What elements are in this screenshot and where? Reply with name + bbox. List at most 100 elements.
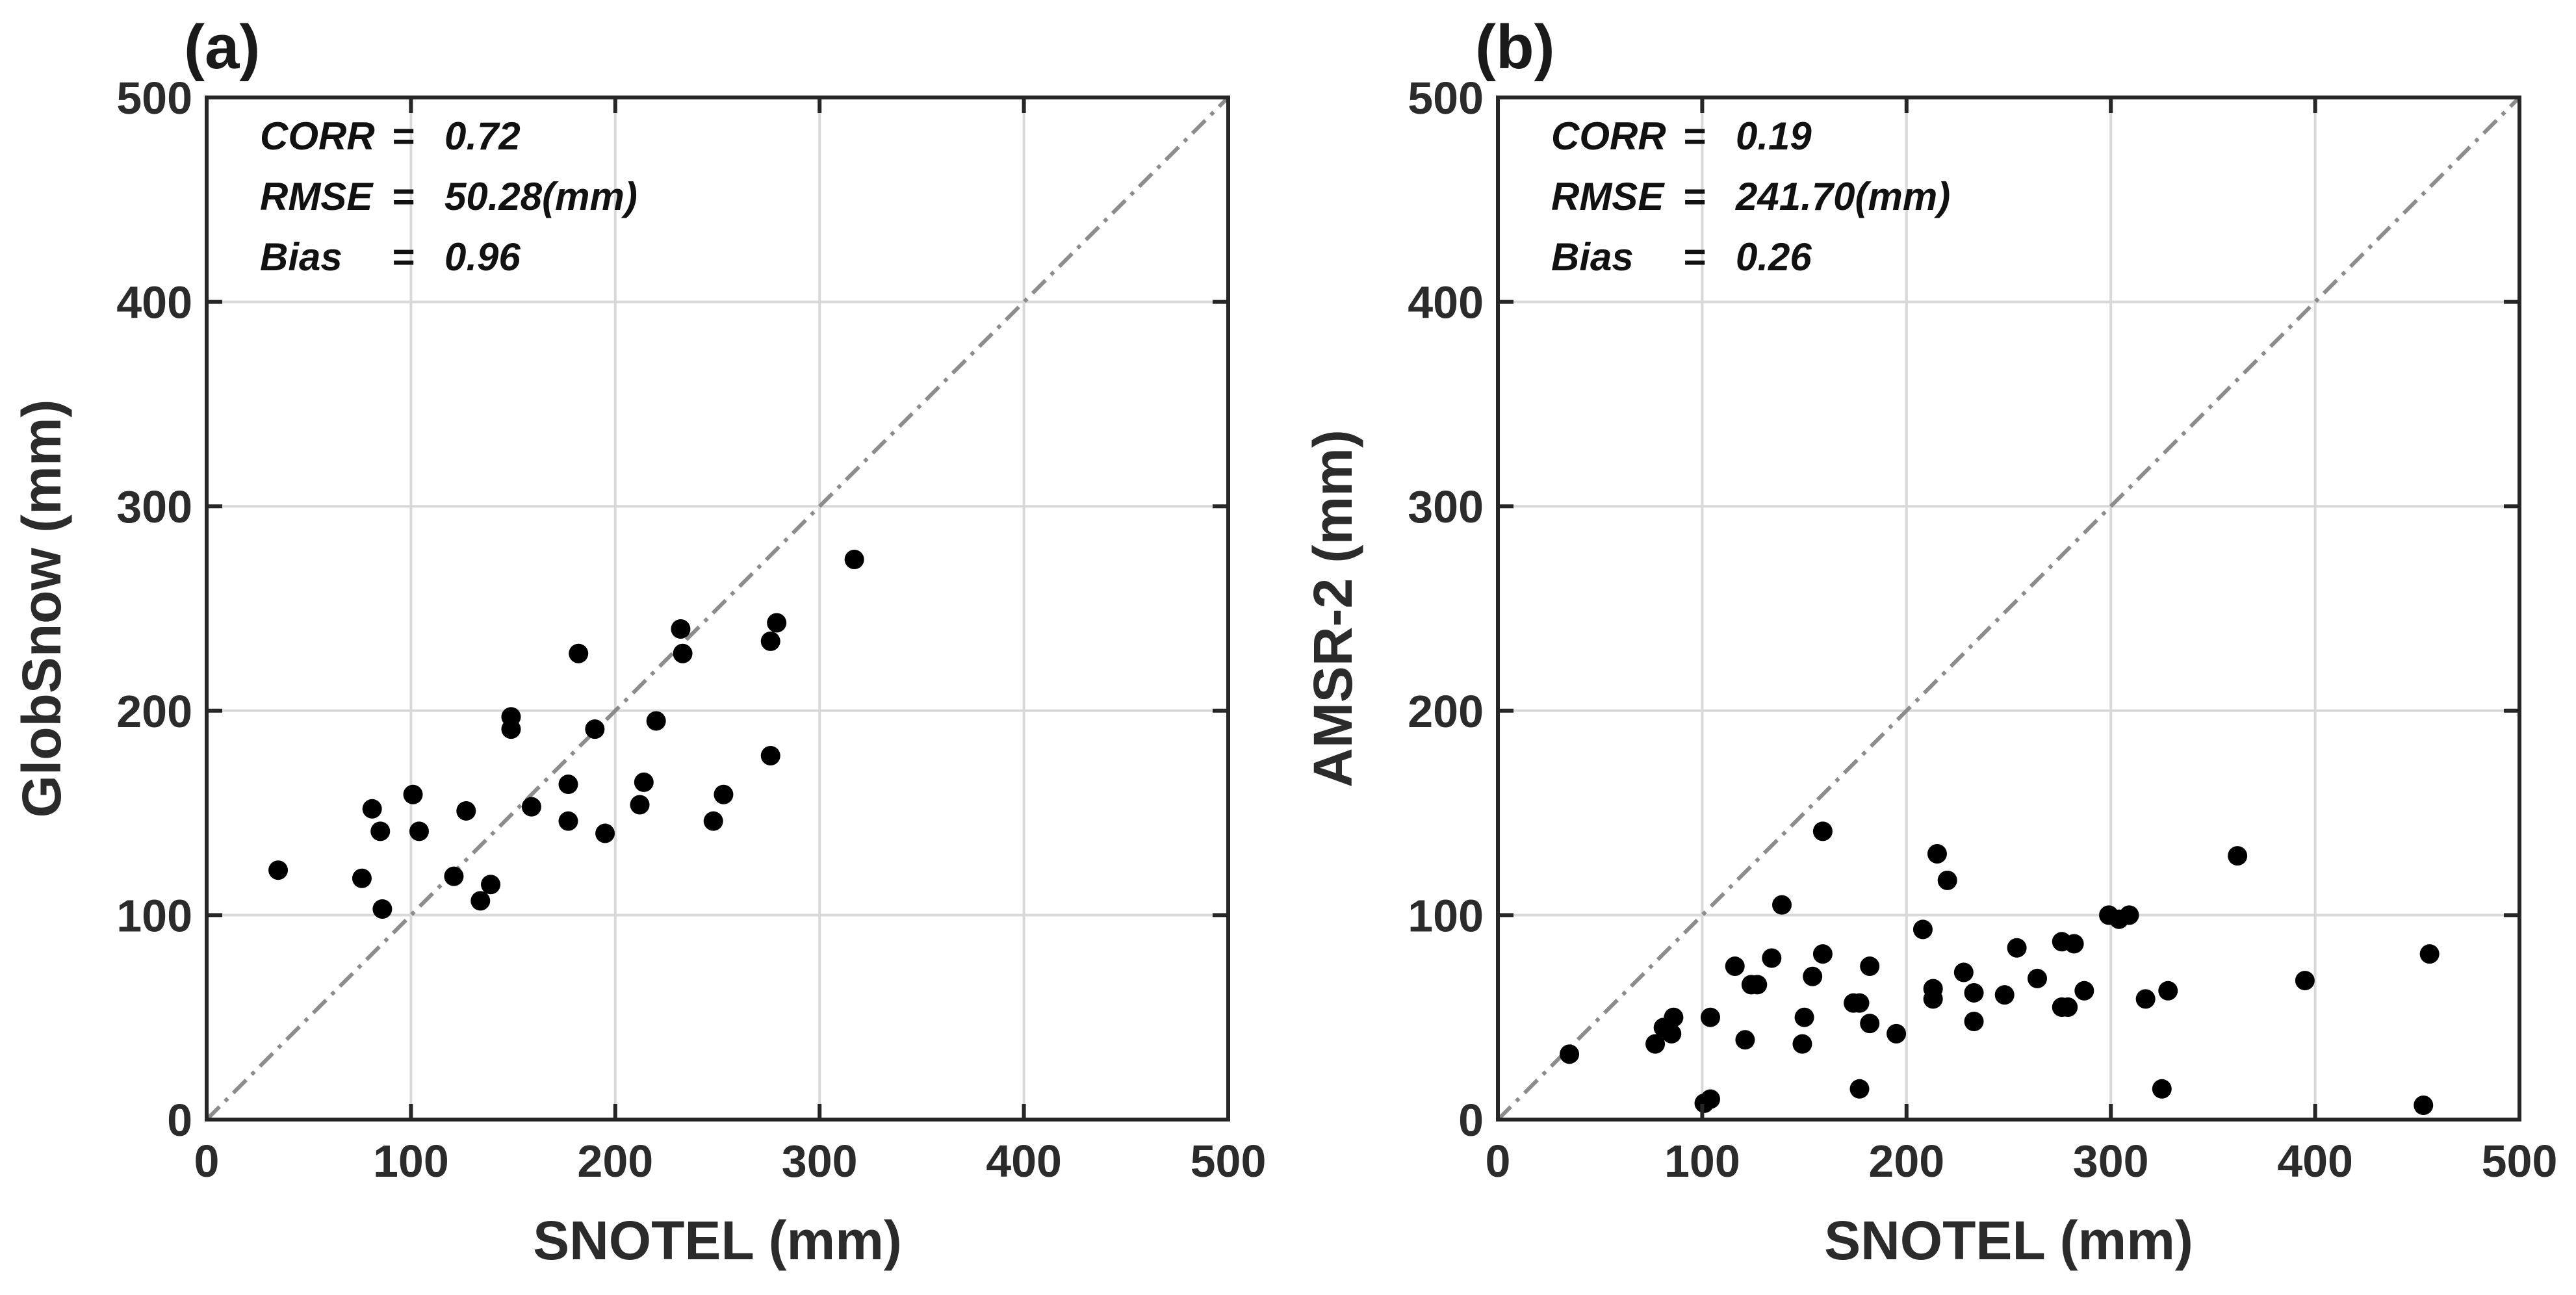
data-point [1994, 985, 2015, 1005]
x-axis-label: SNOTEL (mm) [1824, 1210, 2193, 1271]
data-point [2028, 968, 2048, 988]
data-point [1735, 1030, 1755, 1050]
data-point [767, 613, 787, 633]
data-point [2228, 846, 2248, 866]
data-point [1747, 975, 1768, 995]
data-point [671, 619, 691, 639]
y-tick-label: 400 [1408, 277, 1484, 328]
y-tick-label: 0 [1458, 1095, 1484, 1146]
data-point [1953, 962, 1974, 982]
data-point [1772, 895, 1792, 915]
x-tick-label: 0 [194, 1136, 220, 1186]
stat-equals: = [1682, 235, 1705, 279]
data-point [630, 795, 650, 815]
data-point [558, 775, 578, 795]
stat-label: CORR [260, 114, 375, 158]
data-point [456, 801, 476, 821]
data-point [1860, 956, 1880, 977]
data-point [585, 719, 605, 739]
panel-label: (b) [1475, 12, 1555, 82]
stat-label: CORR [1551, 114, 1666, 158]
data-point [521, 797, 541, 817]
stat-label: RMSE [1551, 175, 1665, 218]
data-point [1794, 1007, 1814, 1027]
data-point [1964, 982, 1984, 1003]
x-tick-label: 100 [1664, 1136, 1740, 1186]
data-point [1913, 919, 1933, 940]
data-point [2064, 934, 2084, 954]
y-axis-label: AMSR-2 (mm) [1302, 430, 1363, 788]
data-point [1762, 948, 1782, 968]
data-point [2058, 997, 2078, 1017]
data-point [2119, 905, 2139, 925]
panel-a-scatter-plot: 0 100 200 300 400 500 0 100 200 300 400 500 SNOTEL (… [11, 12, 1266, 1271]
plot-frame [1496, 96, 2521, 1122]
data-point [2152, 1079, 2172, 1099]
data-point [1927, 844, 1947, 864]
x-tick-label: 400 [2277, 1136, 2353, 1186]
data-point [1849, 1079, 1870, 1099]
y-tick-label: 400 [116, 277, 192, 328]
x-axis-label: SNOTEL (mm) [533, 1210, 902, 1271]
stat-equals: = [391, 235, 414, 279]
x-tick-label: 300 [782, 1136, 858, 1186]
stat-equals: = [391, 114, 414, 158]
data-point [2007, 938, 2027, 958]
data-point [352, 868, 372, 888]
plot-frame [205, 96, 1230, 1122]
data-point [1700, 1089, 1720, 1109]
panel-b-scatter-plot: 0 100 200 300 400 500 0 100 200 300 400 500 SNOTEL (… [1302, 12, 2557, 1271]
data-point [760, 746, 780, 766]
stat-value: 241.70(mm) [1735, 175, 1950, 218]
data-point [1887, 1023, 1907, 1044]
data-point [595, 823, 615, 843]
data-point [2295, 971, 2315, 991]
y-tick-label: 500 [1408, 73, 1484, 123]
data-point [673, 643, 693, 663]
stat-value: 0.19 [1736, 114, 1812, 158]
data-point [1812, 944, 1833, 964]
data-point [501, 707, 521, 727]
stat-label: Bias [1551, 235, 1634, 279]
data-point [444, 866, 464, 886]
data-point [2419, 944, 2440, 964]
data-point [1725, 956, 1745, 977]
data-point [558, 811, 578, 831]
data-point [569, 643, 589, 663]
x-tick-label: 0 [1486, 1136, 1511, 1186]
stat-equals: = [1682, 114, 1705, 158]
x-tick-label: 500 [2482, 1136, 2558, 1186]
data-point [362, 799, 382, 819]
one-to-one-line [205, 96, 1230, 1122]
data-point [1664, 1007, 1684, 1027]
data-point [1803, 966, 1823, 986]
data-point [844, 549, 864, 569]
data-point [1937, 870, 1957, 890]
data-point [703, 811, 723, 831]
data-point [268, 860, 289, 880]
data-point [370, 821, 391, 841]
x-tick-label: 400 [986, 1136, 1062, 1186]
data-point [2158, 981, 2178, 1001]
data-point [1792, 1034, 1812, 1054]
data-point [372, 899, 393, 919]
data-point [2414, 1095, 2434, 1115]
data-point [634, 772, 654, 792]
data-point [1812, 821, 1833, 841]
data-point [1923, 979, 1943, 999]
y-axis-label: GlobSnow (mm) [11, 400, 72, 818]
stat-equals: = [391, 175, 414, 218]
stat-label: Bias [260, 235, 342, 279]
stat-label: RMSE [260, 175, 374, 218]
stat-value: 50.28(mm) [444, 175, 638, 218]
data-point [409, 821, 429, 841]
data-point [1849, 993, 1870, 1013]
y-tick-label: 100 [1408, 890, 1484, 941]
y-tick-label: 200 [1408, 686, 1484, 737]
x-tick-label: 100 [373, 1136, 449, 1186]
data-point [714, 784, 734, 804]
x-tick-label: 200 [1868, 1136, 1944, 1186]
data-point [760, 631, 780, 651]
x-tick-label: 300 [2073, 1136, 2149, 1186]
y-tick-label: 0 [167, 1095, 192, 1146]
